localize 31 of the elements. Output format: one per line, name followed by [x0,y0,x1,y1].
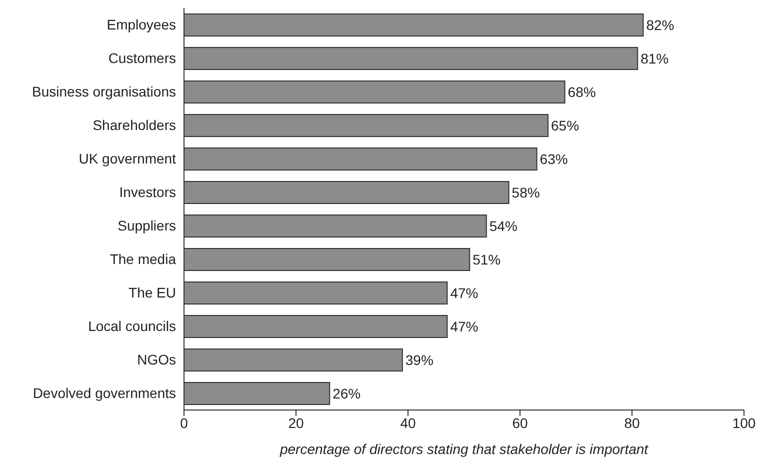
data-label: 81% [640,50,669,66]
y-tick-label: Shareholders [92,117,176,134]
data-label: 63% [540,150,568,167]
y-tick-label: Customers [108,50,176,66]
y-tick-label: The media [110,251,176,268]
data-label: 47% [450,284,478,301]
data-label: 54% [489,218,518,234]
data-label: 39% [405,352,434,368]
y-tick-label: Devolved governments [32,385,176,402]
data-label: 68% [568,84,596,100]
y-tick-label: UK government [78,150,176,167]
y-tick-label: Employees [106,16,176,33]
x-tick-label: 0 [180,414,188,431]
y-tick-label: NGOs [137,352,176,368]
y-tick-label: The EU [128,284,176,301]
y-tick-label: Suppliers [118,218,176,234]
x-axis-title: percentage of directors stating that stakeholder is important [278,441,650,457]
x-tick-label: 40 [400,414,416,431]
x-tick-label: 60 [512,414,528,431]
y-tick-label: Local councils [88,318,176,334]
data-label: 82% [646,16,674,33]
data-label: 51% [472,251,501,268]
x-tick-label: 20 [288,414,304,431]
y-tick-label: Investors [119,184,176,200]
data-label: 65% [551,117,580,134]
data-label: 58% [512,184,540,200]
y-tick-label: Business organisations [32,84,176,100]
x-tick-label: 100 [732,414,756,431]
data-label: 47% [450,318,478,334]
data-label: 26% [332,385,361,402]
x-tick-label: 80 [624,414,640,431]
